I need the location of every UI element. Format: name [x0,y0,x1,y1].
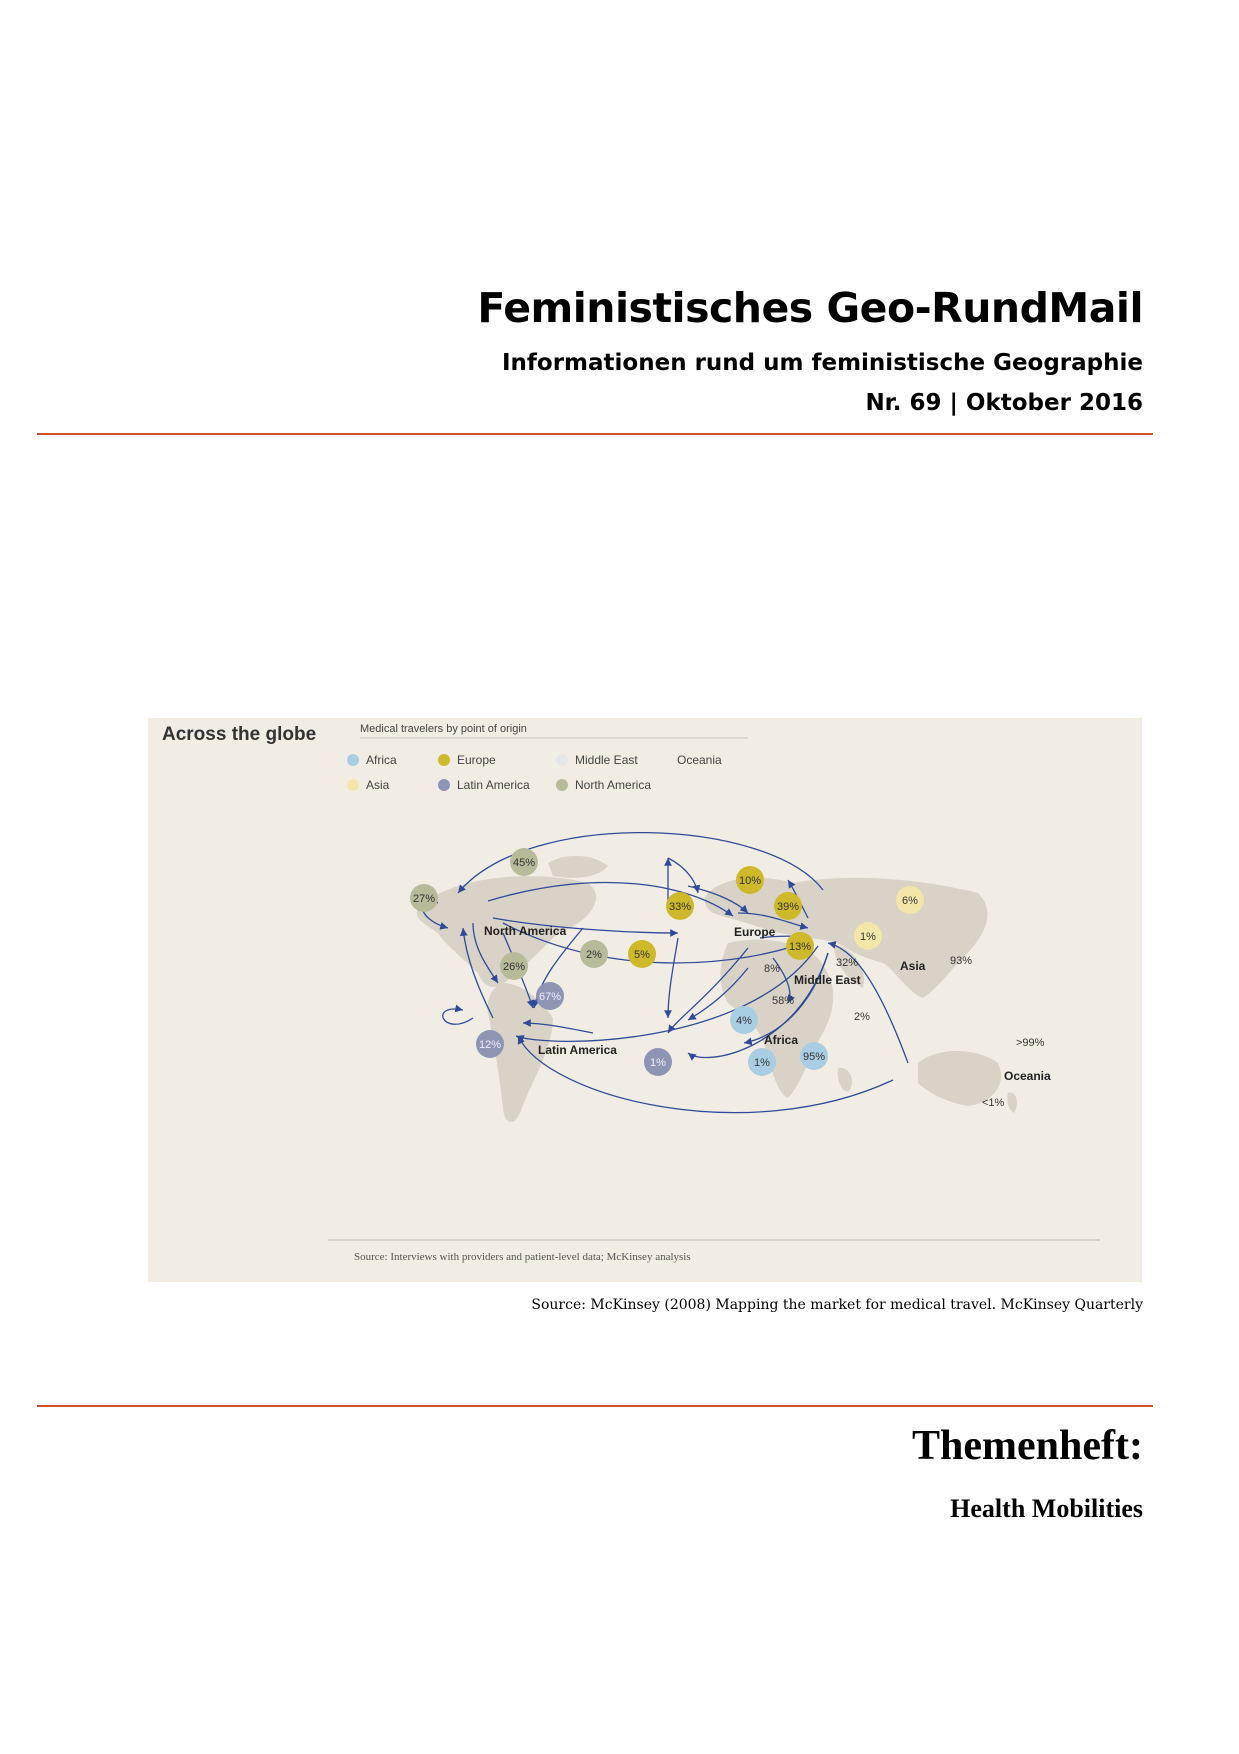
bubble-label: 67% [539,991,561,1003]
bubble-label: 1% [860,931,876,943]
legend-label: Asia [366,778,390,792]
flow-label: 32% [836,957,858,969]
bubble-label: 10% [739,875,761,887]
legend-label: Oceania [677,753,722,767]
legend-swatch-middle-east [556,754,568,766]
legend-title: Medical travelers by point of origin [360,723,527,735]
theme-label: Themenheft: [912,1423,1143,1469]
legend-label: Africa [366,753,397,767]
bubble: 1% [854,922,882,950]
bubble-label: 39% [777,901,799,913]
region-label-oceania: Oceania [1004,1069,1051,1083]
bubble-label: 45% [513,857,535,869]
legend-swatch-oceania [658,754,670,766]
legend-swatch-asia [347,779,359,791]
bubble-label: 4% [736,1015,752,1027]
figure-caption: Source: McKinsey (2008) Mapping the mark… [531,1297,1143,1313]
legend-label: North America [575,778,651,792]
bubble: 13% [786,932,814,960]
bubble-label: 5% [634,949,650,961]
region-label-north-america: North America [484,924,567,938]
flow-label: 58% [772,995,794,1007]
bubble: 6% [896,886,924,914]
bottom-divider [37,1405,1153,1407]
bubble: 1% [748,1048,776,1076]
bubble: 5% [628,940,656,968]
legend-item: Africa [347,753,397,767]
page-subtitle: Informationen rund um feministische Geog… [501,350,1143,376]
bubble-label: 1% [754,1057,770,1069]
bubble: 26% [500,952,528,980]
bubble-label: 13% [789,941,811,953]
flow-arrows [421,831,909,1114]
legend-item: Europe [438,753,496,767]
legend-swatch-europe [438,754,450,766]
flow-label: >99% [1016,1037,1045,1049]
bubble: 33% [666,892,694,920]
figure-heading: Across the globe [162,724,316,745]
legend-label: Europe [457,753,496,767]
bubble-label: 1% [650,1057,666,1069]
flow-label: 2% [854,1011,870,1023]
legend-item: Latin America [438,778,530,792]
bubble: 4% [730,1006,758,1034]
legend-swatch-africa [347,754,359,766]
theme-title: Health Mobilities [950,1494,1143,1523]
bubble-label: 12% [479,1039,501,1051]
page-title: Feministisches Geo-RundMail [477,284,1143,332]
flow-label: <1% [982,1097,1005,1109]
legend-item: Oceania [658,753,722,767]
top-divider [37,433,1153,435]
bubble-label: 33% [669,901,691,913]
bubble: 67% [536,982,564,1010]
bubble: 95% [800,1042,828,1070]
region-label-middle-east: Middle East [794,973,861,987]
bubble: 10% [736,866,764,894]
legend-swatch-north-america [556,779,568,791]
bubble: 45% [510,848,538,876]
legend-swatch-latin-america [438,779,450,791]
legend-label: Latin America [457,778,530,792]
legend-item: North America [556,778,651,792]
bubble: 39% [774,892,802,920]
region-label-africa: Africa [764,1033,798,1047]
bubble-label: 2% [586,949,602,961]
bubble: 2% [580,940,608,968]
figure-source: Source: Interviews with providers and pa… [354,1251,691,1263]
medical-travel-map-figure: Across the globe Medical travelers by po… [148,718,1142,1282]
legend-item: Asia [347,778,390,792]
legend-item: Middle East [556,753,638,767]
bubble: 1% [644,1048,672,1076]
bubble: 27% [410,884,438,912]
bubble-label: 27% [413,893,435,905]
region-label-latin-america: Latin America [538,1043,617,1057]
region-label-europe: Europe [734,925,776,939]
flow-label: 8% [764,963,780,975]
legend-label: Middle East [575,753,638,767]
bubble: 12% [476,1030,504,1058]
bubble-label: 95% [803,1051,825,1063]
flow-label: 93% [950,955,972,967]
bubble-label: 26% [503,961,525,973]
bubble-label: 6% [902,895,918,907]
map-svg: Across the globe Medical travelers by po… [162,723,1100,1263]
region-label-asia: Asia [900,959,926,973]
issue-number: Nr. 69 | Oktober 2016 [865,390,1143,416]
